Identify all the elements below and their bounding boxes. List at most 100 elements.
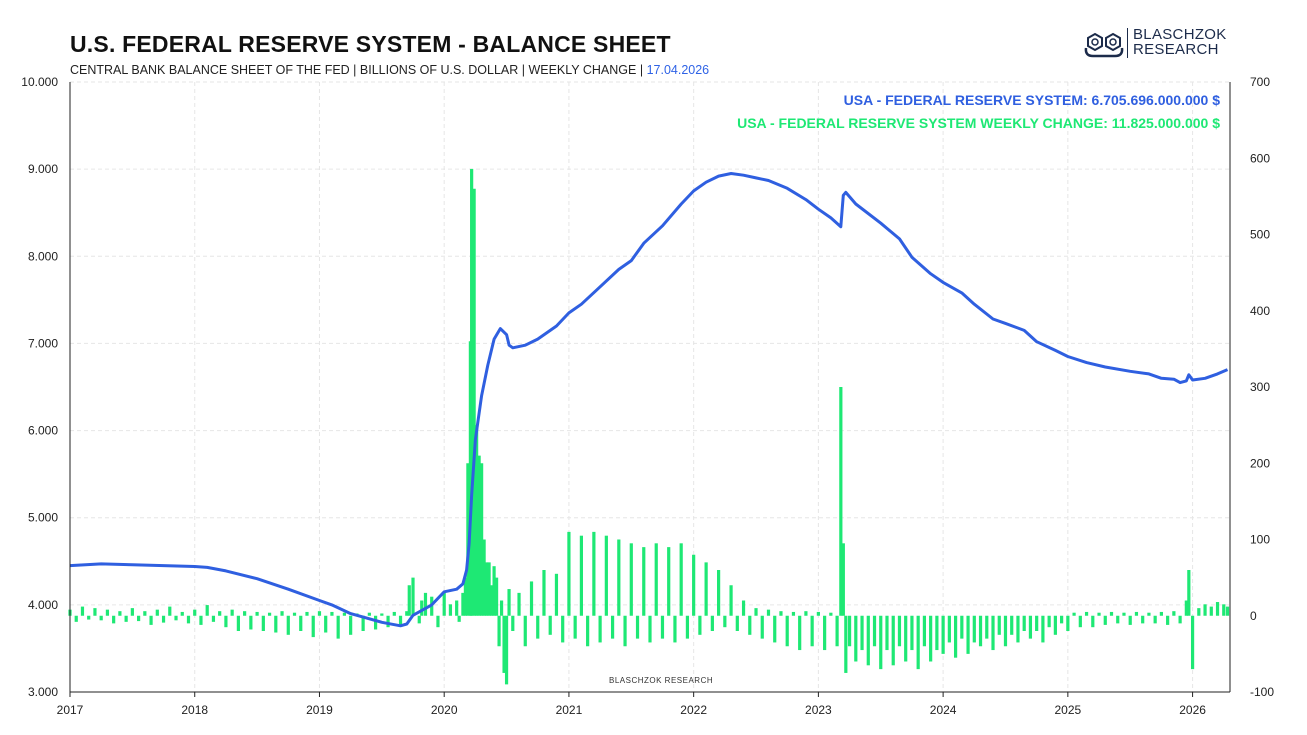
weekly-change-bar — [604, 535, 608, 616]
weekly-change-bar — [1187, 570, 1191, 616]
watermark: BLASCHZOK RESEARCH — [609, 676, 714, 685]
weekly-change-bar — [673, 615, 677, 643]
weekly-change-bar — [286, 615, 290, 635]
weekly-change-bar — [592, 531, 596, 616]
weekly-change-bar — [463, 577, 467, 616]
weekly-change-bar — [472, 188, 476, 616]
weekly-change-bar — [623, 615, 627, 647]
weekly-change-bar — [1003, 615, 1008, 647]
weekly-change-bar — [1060, 615, 1064, 624]
weekly-change-bar — [423, 592, 428, 616]
weekly-change-bar — [255, 611, 259, 616]
weekly-change-bar — [548, 615, 552, 635]
weekly-change-bar — [199, 615, 203, 625]
x-axis-tick-label: 2021 — [556, 703, 583, 717]
weekly-change-bar — [947, 615, 951, 643]
weekly-change-bar — [791, 611, 796, 616]
weekly-change-bar — [766, 609, 771, 616]
weekly-change-bar — [1103, 615, 1107, 625]
x-axis-tick-label: 2019 — [306, 703, 333, 717]
weekly-change-bar — [844, 615, 848, 673]
weekly-change-bar — [897, 615, 902, 647]
weekly-change-bar — [475, 425, 479, 616]
weekly-change-bar — [816, 611, 820, 616]
weekly-change-bar — [230, 609, 234, 616]
right-axis-tick-label: 0 — [1250, 609, 1257, 623]
weekly-change-bar — [485, 562, 489, 616]
weekly-change-bar — [261, 615, 265, 631]
weekly-change-bar — [536, 615, 540, 639]
weekly-change-bar — [448, 604, 453, 616]
weekly-change-bar — [554, 573, 559, 616]
weekly-change-bar — [735, 615, 739, 631]
weekly-change-bar — [991, 615, 995, 651]
weekly-change-bar — [386, 615, 390, 628]
weekly-change-bar — [723, 615, 727, 628]
weekly-change-bar — [317, 611, 322, 616]
weekly-change-bar — [885, 615, 889, 651]
weekly-change-bar — [567, 531, 571, 616]
left-axis-tick-label: 9.000 — [28, 162, 58, 176]
balance-sheet-line — [69, 172, 1229, 628]
weekly-change-bar — [879, 615, 883, 670]
weekly-change-bar — [1028, 615, 1033, 639]
weekly-change-bar — [249, 615, 253, 630]
weekly-change-bar — [1134, 611, 1139, 616]
weekly-change-bar — [149, 615, 153, 625]
weekly-change-bar — [502, 615, 506, 673]
weekly-change-bar — [492, 566, 496, 616]
weekly-change-bar — [1178, 615, 1182, 624]
weekly-change-bar — [236, 615, 240, 631]
x-axis-tick-label: 2020 — [431, 703, 458, 717]
weekly-change-bar — [174, 615, 178, 621]
weekly-change-bar — [499, 600, 504, 616]
weekly-change-bar — [1222, 604, 1226, 616]
weekly-change-bar — [829, 612, 833, 616]
weekly-change-bar — [482, 539, 486, 616]
weekly-change-bar — [1072, 612, 1076, 616]
weekly-change-bar — [523, 615, 527, 647]
weekly-change-bar — [417, 615, 421, 624]
weekly-change-bar — [124, 615, 128, 622]
weekly-change-bar — [367, 612, 371, 616]
weekly-change-bar — [130, 608, 134, 616]
weekly-change-bar — [1197, 608, 1201, 616]
weekly-change-bar — [205, 605, 209, 616]
weekly-change-bar — [243, 611, 247, 616]
weekly-change-bar — [916, 615, 920, 670]
left-axis-ticks: 3.000 4.000 5.000 6.000 7.000 8.000 9.000 10.00… — [21, 75, 58, 699]
weekly-change-bar — [891, 615, 895, 666]
left-axis-tick-label: 4.000 — [28, 598, 58, 612]
weekly-change-bar — [1128, 615, 1132, 625]
weekly-change-bar — [1215, 602, 1220, 616]
weekly-change-bar — [760, 615, 764, 639]
weekly-change-bar — [1016, 615, 1020, 643]
weekly-change-bar — [804, 611, 808, 616]
weekly-change-bar — [573, 615, 577, 639]
weekly-change-bar — [729, 585, 733, 616]
weekly-change-bar — [997, 615, 1001, 635]
weekly-change-bar — [168, 606, 172, 616]
weekly-change-bar — [1010, 615, 1014, 635]
weekly-change-bar — [785, 615, 789, 647]
weekly-change-bar — [99, 615, 103, 621]
right-axis-ticks: -100 0 100 200 300 400 500 600 700 — [1250, 75, 1274, 699]
right-axis-tick-label: -100 — [1250, 685, 1274, 699]
weekly-change-bar — [839, 387, 843, 616]
weekly-change-bar — [635, 615, 640, 639]
legend-balance: USA - FEDERAL RESERVE SYSTEM: 6.705.696.… — [843, 92, 1220, 108]
left-axis-tick-label: 7.000 — [28, 336, 58, 350]
weekly-change-bar — [667, 547, 671, 616]
weekly-change-bar — [1184, 600, 1188, 616]
weekly-change-bar — [1166, 615, 1170, 625]
x-axis-tick-label: 2025 — [1054, 703, 1081, 717]
weekly-change-bar — [978, 615, 983, 647]
weekly-change-bar — [741, 600, 746, 616]
weekly-change-bar — [1122, 612, 1126, 616]
weekly-change-bar — [529, 581, 534, 616]
subtitle-text: CENTRAL BANK BALANCE SHEET OF THE FED | … — [70, 63, 644, 77]
weekly-change-bar — [118, 611, 122, 616]
weekly-change-bar — [411, 577, 415, 616]
weekly-change-bar — [380, 613, 384, 616]
weekly-change-bar — [1209, 606, 1213, 616]
